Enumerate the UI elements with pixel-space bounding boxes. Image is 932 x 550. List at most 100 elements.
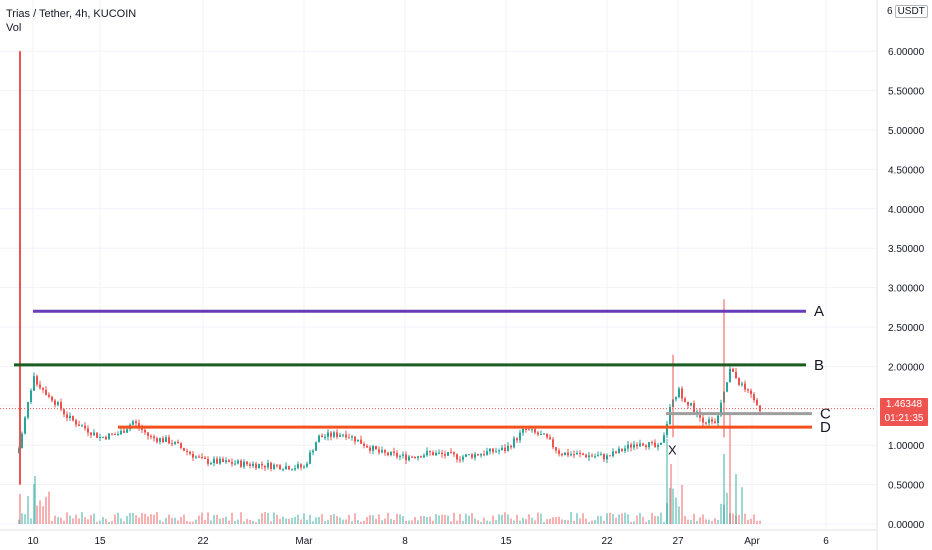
volume-bar [609,512,611,524]
candle-body [708,419,710,424]
volume-bar [759,520,761,524]
volume-bar [717,520,719,524]
volume-bar [24,514,26,524]
candle-body [390,451,392,456]
volume-bar [123,521,125,524]
volume-bar [555,517,557,524]
volume-bar [396,513,398,524]
volume-bar [300,519,302,524]
candle-body [558,450,560,454]
volume-bar [495,520,497,524]
candle-body [603,454,605,460]
volume-bar [366,517,368,524]
candle-body [69,415,71,419]
volume-bar [624,512,626,524]
volume-bar [351,521,353,524]
volume-spike [729,414,731,524]
candle-body [489,448,491,452]
volume-bar [645,521,647,524]
candle-body [615,451,617,454]
candle-body [459,459,461,461]
price-tick-label: 3.00000 [888,284,925,295]
volume-bar [324,521,326,524]
candle-body [96,432,98,438]
volume-bar [228,520,230,524]
candle-body [105,436,107,440]
candle-body [363,443,365,447]
price-tick-label: 4.00000 [888,205,925,216]
volume-bar [78,518,80,524]
volume-bar [438,515,440,524]
candle-body [42,387,44,390]
volume-bar [39,500,41,524]
candle-body [177,441,179,444]
volume-bar [711,520,713,524]
volume-bar [603,520,605,524]
volume-bar [414,517,416,524]
volume-bar [432,520,434,524]
candle-body [429,451,431,453]
volume-bar [600,515,602,524]
candle-body [747,389,749,391]
price-tick-label: 2.00000 [888,362,925,373]
candle-body [462,456,464,460]
chart-legend: Trias / Tether, 4h, KUCOIN Vol [6,7,136,35]
candle-body [207,458,209,464]
volume-bar [441,514,443,524]
volume-bar [321,514,323,524]
volume-bar [435,514,437,524]
volume-bar [399,514,401,524]
candle-body [345,434,347,438]
volume-bar [288,518,290,524]
candle-body [741,383,743,385]
candle-body [291,469,293,471]
candle-body [225,460,227,462]
candle-body [357,439,359,442]
volume-bar [405,520,407,524]
candle-body [657,444,659,447]
symbol-title[interactable]: Trias / Tether, 4h, KUCOIN [6,8,137,20]
candle-body [684,398,686,402]
candle-body [240,460,242,467]
candle-body [102,436,104,438]
scale-unit-box[interactable]: 6 USDT [887,5,928,18]
volume-bar [168,514,170,524]
candle-body [48,394,50,397]
price-scale[interactable]: 6.00000 5.50000 5.00000 4.50000 4.00000 3.500… [888,47,925,531]
volume-bar [297,514,299,524]
volume-bar [687,519,689,524]
candle-body [210,463,212,465]
volume-bar [333,514,335,524]
candle-body [567,452,569,456]
candle-body [303,466,305,468]
volume-bar [237,519,239,524]
volume-bar [513,520,515,524]
candle-body [378,449,380,453]
volume-bar [573,520,575,524]
volume-bar [312,521,314,524]
volume-bar [219,518,221,524]
volume-label[interactable]: Vol [6,22,22,34]
volume-bar [723,504,725,524]
candle-body [72,415,74,421]
candle-body [24,417,26,434]
time-axis[interactable]: 10 15 22 Mar 8 15 22 27 Apr 6 [27,536,829,547]
candle-body [402,454,404,456]
candle-body [339,435,341,437]
candle-body [267,462,269,468]
volume-bar [294,516,296,524]
horizontal-levels[interactable]: A B CD X [14,303,831,458]
volume-bar [57,517,59,524]
volume-bar [678,506,680,524]
candle-body [483,454,485,456]
volume-bar [309,514,311,524]
candle-body [120,430,122,435]
volume-bar [681,484,683,524]
candle-body [87,428,89,433]
candle-body [60,402,62,410]
candle-body [381,450,383,453]
candle-body [549,437,551,440]
volume-bar [72,518,74,524]
candle-body [447,452,449,456]
